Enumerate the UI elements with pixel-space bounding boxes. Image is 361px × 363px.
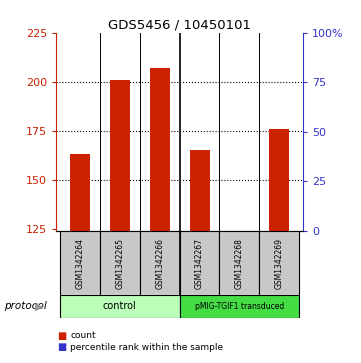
Text: GSM1342264: GSM1342264: [75, 238, 84, 289]
Bar: [150, 68, 170, 231]
Text: pMIG-TGIF1 transduced: pMIG-TGIF1 transduced: [195, 302, 284, 311]
Title: GDS5456 / 10450101: GDS5456 / 10450101: [108, 19, 251, 32]
Text: ▶: ▶: [35, 301, 44, 311]
Bar: [70, 154, 90, 231]
Bar: [190, 150, 209, 231]
Bar: [140, 231, 180, 296]
Text: GSM1342269: GSM1342269: [275, 238, 284, 289]
Text: percentile rank within the sample: percentile rank within the sample: [70, 343, 223, 352]
Text: control: control: [103, 301, 137, 311]
Bar: [60, 295, 180, 318]
Text: ■: ■: [57, 342, 66, 352]
Bar: [269, 129, 289, 231]
Text: GSM1342265: GSM1342265: [115, 238, 124, 289]
Text: protocol: protocol: [4, 301, 47, 311]
Bar: [180, 231, 219, 296]
Bar: [100, 231, 140, 296]
Text: GSM1342266: GSM1342266: [155, 238, 164, 289]
Bar: [110, 80, 130, 231]
Text: count: count: [70, 331, 96, 340]
Text: GSM1342268: GSM1342268: [235, 238, 244, 289]
Bar: [259, 231, 299, 296]
Bar: [180, 295, 299, 318]
Bar: [60, 231, 100, 296]
Text: ■: ■: [57, 331, 66, 341]
Bar: [219, 231, 259, 296]
Text: GSM1342267: GSM1342267: [195, 238, 204, 289]
